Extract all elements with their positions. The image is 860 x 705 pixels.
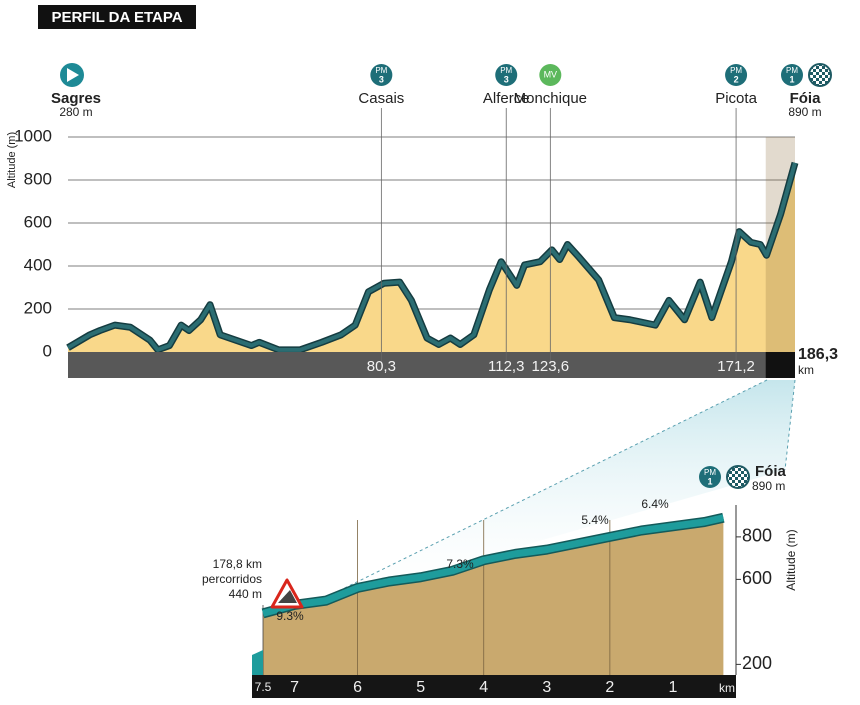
waypoint-name: Monchique xyxy=(514,90,587,107)
y-tick-label: 800 xyxy=(742,526,772,546)
x-tick-label: 7 xyxy=(290,679,299,696)
distance-bar xyxy=(252,675,736,698)
badge-category: 1 xyxy=(789,74,794,84)
waypoint-name: Casais xyxy=(358,90,404,107)
badge xyxy=(725,64,748,86)
badge-category: 3 xyxy=(504,74,509,84)
y-tick-label: 200 xyxy=(24,298,52,317)
y-tick-label: 1000 xyxy=(14,126,52,145)
title-box xyxy=(38,5,196,29)
x-unit: km xyxy=(798,363,814,377)
finish-flag xyxy=(726,465,750,489)
distance-bar xyxy=(68,352,795,378)
x-tick-label: 171,2 xyxy=(717,358,755,375)
profile-line xyxy=(66,162,797,352)
gradient-label: 7.3% xyxy=(446,557,474,571)
start-arrow xyxy=(67,68,79,82)
waypoint-altitude: 280 m xyxy=(59,105,92,119)
badge-category: 3 xyxy=(379,74,384,84)
x-unit: km xyxy=(719,681,735,695)
badge-type: PM xyxy=(786,66,798,75)
badge-type: PM xyxy=(500,66,512,75)
waypoint-name: Picota xyxy=(715,90,757,107)
area-fill xyxy=(263,517,724,675)
start-note: 440 m xyxy=(229,587,262,601)
x-tick-label: 123,6 xyxy=(532,358,570,375)
x-tick-label: 1 xyxy=(668,679,677,696)
badge xyxy=(781,64,803,86)
finish-flag xyxy=(808,63,832,87)
waypoint-altitude: 890 m xyxy=(788,105,821,119)
x-tick-label: 7.5 xyxy=(255,680,272,694)
x-tick-label: 2 xyxy=(605,679,614,696)
gradient-label: 9.3% xyxy=(276,609,304,623)
x-tick-label: 3 xyxy=(542,679,551,696)
x-tick-label: 6 xyxy=(353,679,362,696)
badge-type: MV xyxy=(544,69,558,79)
badge-type: PM xyxy=(375,66,387,75)
gradient-label: 6.4% xyxy=(641,497,669,511)
warning-hill xyxy=(278,590,297,603)
y-axis-title: Altitude (m) xyxy=(6,132,18,188)
x-tick-label: 5 xyxy=(416,679,425,696)
badge xyxy=(539,64,562,86)
waypoint-name: Fóia xyxy=(790,90,821,107)
start-note: 178,8 km xyxy=(213,557,262,571)
y-tick-label: 0 xyxy=(43,341,52,360)
bar-wedge xyxy=(252,650,263,675)
badge xyxy=(699,466,721,488)
badge-category: 2 xyxy=(734,74,739,84)
climb-profile: 7.5 7 6 5 4 3 2 1 km 200 600 800 Altitude (m) 178,8 k… xyxy=(202,463,798,698)
zoom-line xyxy=(299,379,768,611)
gradient-label: 5.4% xyxy=(581,513,609,527)
profile-outline xyxy=(66,161,799,354)
profile-line xyxy=(262,514,725,617)
y-axis-title: Altitude (m) xyxy=(784,529,798,590)
y-tick-label: 800 xyxy=(24,169,52,188)
start-note: percorridos xyxy=(202,572,262,586)
final-climb-bar xyxy=(765,352,795,378)
finish-name: Fóia xyxy=(755,463,786,480)
badge xyxy=(370,64,393,86)
badge-category: 1 xyxy=(707,476,712,486)
badge-type: PM xyxy=(730,66,742,75)
x-tick-label: 186,3 xyxy=(798,346,838,363)
waypoint-name: Sagres xyxy=(51,90,101,107)
badge-type: PM xyxy=(704,468,716,477)
x-tick-label: 112,3 xyxy=(488,358,524,375)
zoom-shade xyxy=(300,380,795,610)
title: PERFIL DA ETAPA xyxy=(51,9,182,26)
x-tick-label: 80,3 xyxy=(367,358,396,375)
y-tick-label: 400 xyxy=(24,255,52,274)
badge xyxy=(495,64,518,86)
y-tick-label: 600 xyxy=(24,212,52,231)
x-tick-label: 4 xyxy=(479,679,488,696)
finish-altitude: 890 m xyxy=(752,479,785,493)
area-fill xyxy=(68,162,795,352)
y-tick-label: 600 xyxy=(742,568,772,588)
y-tick-label: 200 xyxy=(742,653,772,673)
waypoint-name: Alferce xyxy=(483,90,530,107)
